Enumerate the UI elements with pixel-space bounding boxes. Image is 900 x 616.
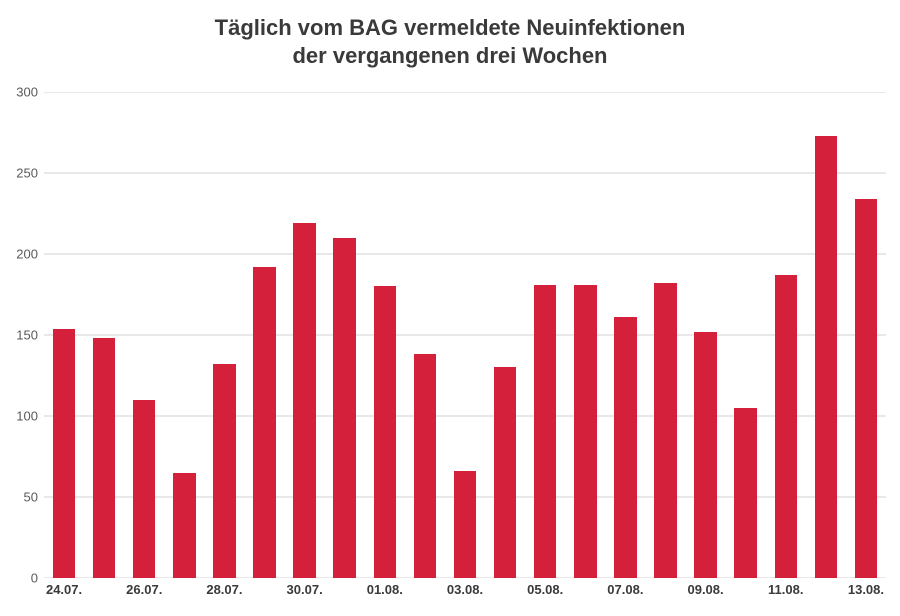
x-tick-label: 26.07. [126,582,162,597]
bar [93,338,115,578]
y-tick-label: 50 [24,490,38,505]
bar [374,286,396,578]
x-tick-label: 09.08. [687,582,723,597]
y-tick-label: 150 [16,328,38,343]
bar [574,285,596,578]
bar [414,354,436,578]
x-tick-label: 03.08. [447,582,483,597]
bar [614,317,636,578]
bar [293,223,315,578]
y-tick-label: 300 [16,85,38,100]
y-tick-label: 200 [16,247,38,262]
x-tick-label: 30.07. [287,582,323,597]
bar [694,332,716,578]
x-tick-label: 11.08. [768,582,803,597]
x-tick-label: 05.08. [527,582,563,597]
bar [454,471,476,578]
bar [173,473,195,578]
chart-title: Täglich vom BAG vermeldete Neuinfektione… [0,14,900,69]
bar [494,367,516,578]
bar [534,285,556,578]
bar [253,267,275,578]
bar [53,329,75,578]
bar [855,199,877,578]
bar [213,364,235,578]
bar [654,283,676,578]
plot-area: 050100150200250300 24.07.26.07.28.07.30.… [44,92,886,578]
chart-title-line1: Täglich vom BAG vermeldete Neuinfektione… [215,15,686,40]
bar [775,275,797,578]
x-tick-label: 28.07. [206,582,242,597]
chart-container: Täglich vom BAG vermeldete Neuinfektione… [0,0,900,616]
y-tick-label: 100 [16,409,38,424]
bar [333,238,355,578]
x-tick-label: 13.08. [848,582,884,597]
y-tick-label: 250 [16,166,38,181]
chart-title-line2: der vergangenen drei Wochen [292,43,607,68]
x-tick-label: 01.08. [367,582,403,597]
bars-layer [44,92,886,578]
y-tick-label: 0 [31,571,38,586]
x-tick-label: 07.08. [607,582,643,597]
bar [815,136,837,578]
bar [133,400,155,578]
x-axis-ticks: 24.07. 26.07. 28.07. 30.07. 01.08. 03.08. 05.0… [44,582,886,602]
x-tick-label: 24.07. [46,582,82,597]
bar [734,408,756,578]
